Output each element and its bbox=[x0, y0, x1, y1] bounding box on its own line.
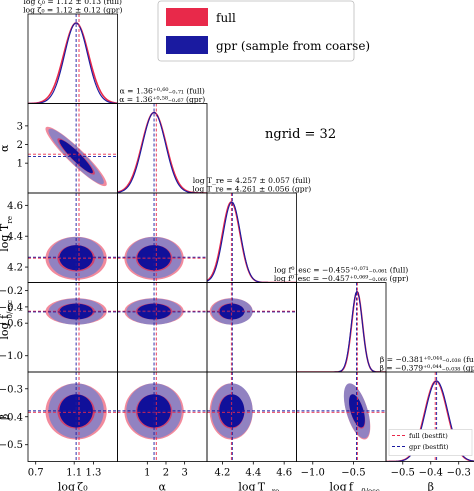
y-tick-label: 4.6 bbox=[7, 201, 23, 212]
marginal-title-full: α = 1.36⁺⁰·⁶⁰₋₀.₇₁ (full) bbox=[120, 87, 205, 96]
x-tick-label: −0.4 bbox=[419, 468, 443, 479]
marginal-title-gpr: log f⁰_esc = −0.457⁺⁰·⁰⁶⁹₋₀.₀₆₆ (gpr) bbox=[274, 274, 409, 283]
x-axis-label: log f bbox=[330, 481, 354, 491]
marginal-curve-full-0 bbox=[28, 22, 118, 104]
x-tick-label: 4.2 bbox=[214, 468, 230, 479]
y-tick-label: −0.3 bbox=[0, 384, 23, 395]
x-tick-label: 4.4 bbox=[245, 468, 261, 479]
contour-1sigma-gpr bbox=[59, 394, 93, 428]
inset-legend-label: full (bestfit) bbox=[409, 432, 448, 440]
contour-1sigma-gpr bbox=[219, 394, 245, 428]
x-tick-label: −0.5 bbox=[341, 468, 365, 479]
x-tick-label: 1.3 bbox=[85, 468, 101, 479]
marginal-title-full: β = −0.381⁺⁰·⁰⁴⁴₋₀.₀₃₈ (full) bbox=[380, 355, 474, 364]
marginal-title-full: log ζ₀ = 1.12 ± 0.13 (full) bbox=[23, 0, 122, 6]
x-tick-label: 0.7 bbox=[28, 468, 44, 479]
marginal-curve-gpr-0 bbox=[28, 22, 118, 104]
x-tick-label: −0.3 bbox=[447, 468, 471, 479]
y-axis-label: α bbox=[0, 144, 11, 152]
contour-1sigma-gpr bbox=[59, 245, 93, 271]
marginal-curve-full-3 bbox=[296, 290, 386, 372]
y-axis-label: log f bbox=[0, 314, 11, 340]
x-axis-label-sub: 0/esc bbox=[361, 488, 380, 491]
y-axis-label: β bbox=[0, 414, 11, 420]
marginal-curve-gpr-3 bbox=[296, 290, 386, 372]
contour-1sigma-gpr bbox=[137, 245, 171, 271]
legend-label-full: full bbox=[216, 11, 236, 25]
panel-frame-3-0 bbox=[27, 282, 118, 373]
marginal-title-gpr: α = 1.36⁺⁰·⁵⁸₋₀.₆₇ (gpr) bbox=[119, 95, 205, 104]
y-tick-label: −1.0 bbox=[0, 351, 23, 362]
y-tick-label: −0.5 bbox=[0, 440, 23, 451]
legend-swatch-full bbox=[166, 8, 208, 26]
panel-frame-3-1 bbox=[117, 282, 208, 373]
x-tick-label: 1 bbox=[144, 468, 150, 479]
marginal-title-full: log T_re = 4.257 ± 0.057 (full) bbox=[193, 176, 311, 185]
panel-frame-3-2 bbox=[206, 282, 297, 373]
marginal-title-full: log f⁰_esc = −0.455⁺⁰·⁰⁷¹₋₀.₀₆₁ (full) bbox=[274, 266, 408, 275]
x-tick-label: 2 bbox=[163, 468, 169, 479]
y-tick-label: 4.4 bbox=[7, 232, 23, 243]
y-tick-label: −0.2 bbox=[0, 286, 23, 297]
marginal-curve-gpr-2 bbox=[207, 201, 297, 283]
y-axis-label-sub: 0/esc bbox=[6, 300, 14, 319]
y-tick-label: 2 bbox=[17, 140, 23, 151]
x-tick-label: 3 bbox=[181, 468, 187, 479]
y-tick-label: −0.4 bbox=[0, 302, 23, 313]
contour-1sigma-gpr bbox=[219, 303, 245, 320]
contour-1sigma-gpr bbox=[59, 303, 93, 320]
legend-label-gpr: gpr (sample from coarse) bbox=[216, 39, 370, 53]
y-tick-label: 4.2 bbox=[7, 263, 23, 274]
panel-frames bbox=[25, 13, 474, 465]
y-tick-label: 3 bbox=[17, 121, 23, 132]
ngrid-annotation: ngrid = 32 bbox=[265, 127, 336, 142]
marginal-title-gpr: log T_re = 4.261 ± 0.056 (gpr) bbox=[192, 185, 311, 194]
y-tick-label: −0.4 bbox=[0, 412, 23, 423]
y-axis-label: log T bbox=[0, 223, 11, 252]
contour-fills bbox=[28, 22, 474, 462]
x-axis-label: β bbox=[428, 481, 434, 491]
marginal-title-gpr: β = −0.379⁺⁰·⁰⁴⁴₋₀.₀₃₈ (gpr) bbox=[379, 364, 474, 373]
y-axis-label-sub: re bbox=[6, 216, 14, 224]
x-tick-label: 1.1 bbox=[66, 468, 82, 479]
inset-legend-frame bbox=[388, 429, 473, 456]
y-tick-label: −0.6 bbox=[0, 319, 23, 330]
x-axis-label: log T bbox=[238, 481, 265, 491]
x-tick-label: −1.0 bbox=[301, 468, 325, 479]
panel-frame-3-3 bbox=[296, 282, 387, 373]
x-axis-label: α bbox=[159, 481, 167, 491]
y-tick-label: 1 bbox=[17, 159, 23, 170]
panel-frame-4-3 bbox=[296, 371, 387, 462]
marginal-title-gpr: log ζ₀ = 1.12 ± 0.12 (gpr) bbox=[23, 6, 122, 15]
legend: full gpr (sample from coarse) bbox=[157, 0, 370, 62]
x-tick-label: 4.6 bbox=[276, 468, 292, 479]
x-tick-label: −0.5 bbox=[391, 468, 415, 479]
x-axis-label-sub: re bbox=[272, 488, 280, 491]
inset-legend-label: gpr (bestfit) bbox=[409, 443, 449, 451]
legend-swatch-gpr bbox=[166, 36, 208, 54]
x-axis-label: log ζ₀ bbox=[58, 481, 88, 491]
